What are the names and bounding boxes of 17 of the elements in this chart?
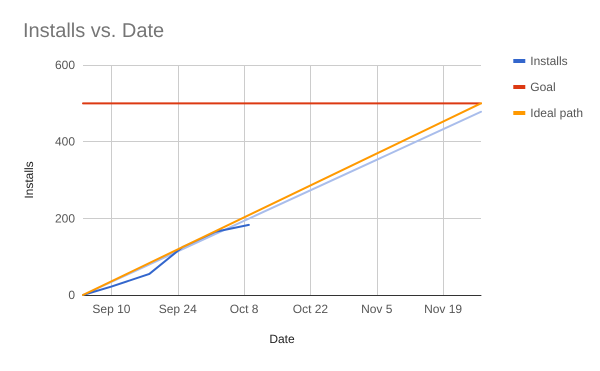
legend-label: Goal <box>530 80 556 94</box>
y-tick-label: 400 <box>54 134 76 149</box>
x-tick-label: Oct 22 <box>292 302 328 316</box>
x-tick-label: Sep 24 <box>158 302 198 316</box>
y-tick-label: 0 <box>68 288 76 302</box>
x-tick-label: Nov 19 <box>424 302 462 316</box>
x-tick-label: Nov 5 <box>361 302 393 316</box>
legend-label: Installs <box>530 54 568 68</box>
x-tick-label: Sep 10 <box>92 302 131 316</box>
y-tick-label: 200 <box>54 211 76 226</box>
y-axis-title: Installs <box>22 161 36 199</box>
x-tick-label: Oct 8 <box>230 302 259 316</box>
chart-title: Installs vs. Date <box>23 20 164 42</box>
line-series <box>82 224 250 296</box>
x-axis-title: Date <box>269 332 295 346</box>
legend-label: Ideal path <box>530 106 584 120</box>
y-tick-label: 600 <box>54 58 76 72</box>
